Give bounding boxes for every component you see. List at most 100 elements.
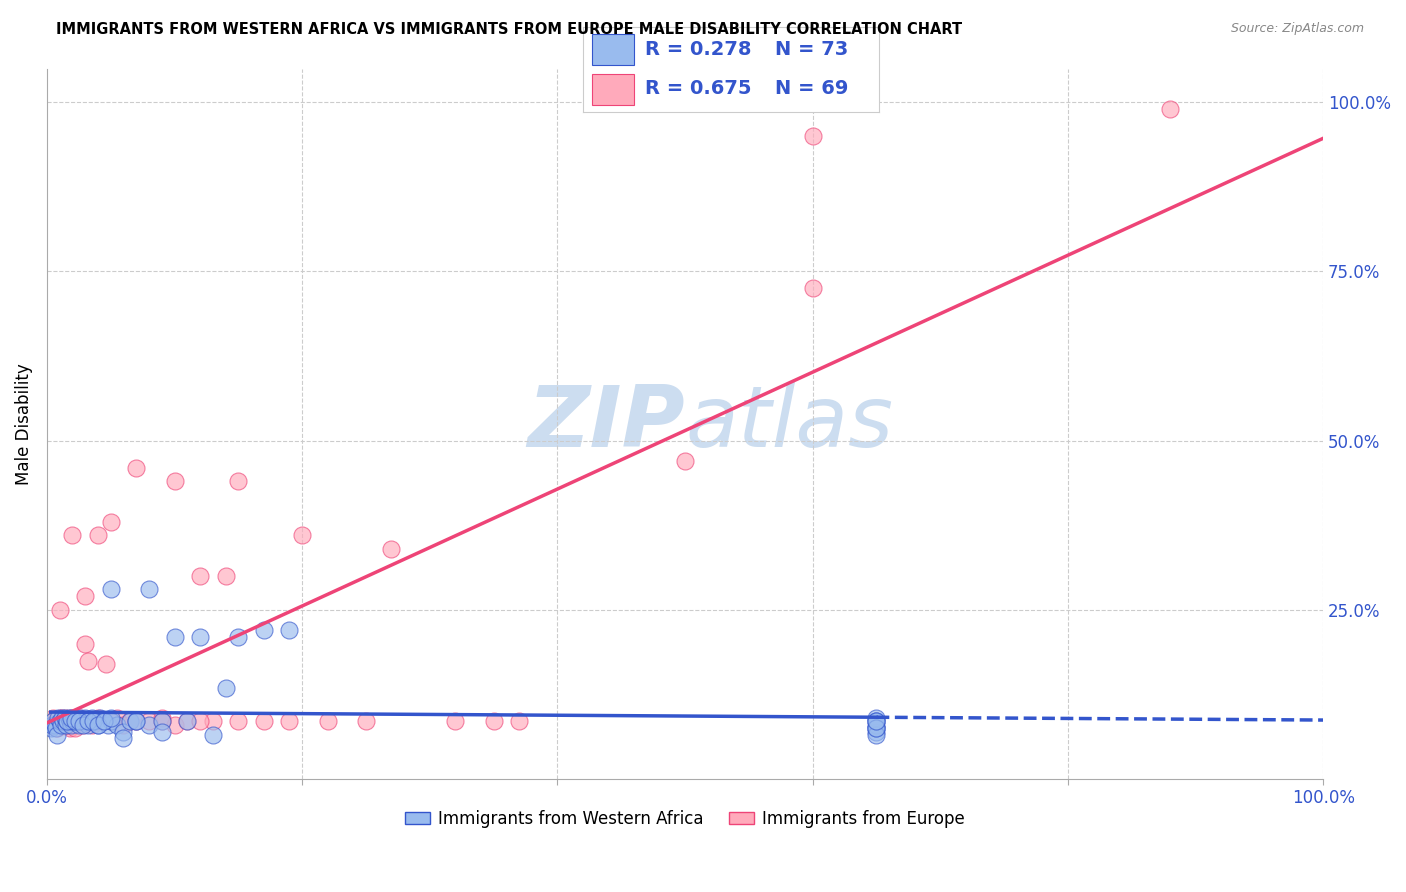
Point <box>138 714 160 729</box>
Point <box>39 721 62 735</box>
Point <box>76 714 98 729</box>
Point <box>150 714 173 729</box>
Point <box>48 603 70 617</box>
Point <box>176 714 198 729</box>
Text: IMMIGRANTS FROM WESTERN AFRICA VS IMMIGRANTS FROM EUROPE MALE DISABILITY CORRELA: IMMIGRANTS FROM WESTERN AFRICA VS IMMIGR… <box>56 22 962 37</box>
Point <box>41 718 63 732</box>
Point <box>138 582 160 597</box>
Point <box>214 569 236 583</box>
Point <box>55 711 77 725</box>
Text: N = 69: N = 69 <box>776 79 849 98</box>
Point <box>39 718 62 732</box>
Point <box>118 714 141 729</box>
Point <box>105 718 128 732</box>
Point <box>214 681 236 695</box>
Point <box>865 724 887 739</box>
Point <box>44 718 66 732</box>
Point <box>100 515 122 529</box>
FancyBboxPatch shape <box>592 74 634 104</box>
Point <box>48 711 70 725</box>
Point <box>87 718 110 732</box>
Point <box>62 714 84 729</box>
Legend: Immigrants from Western Africa, Immigrants from Europe: Immigrants from Western Africa, Immigran… <box>398 803 972 835</box>
Text: Source: ZipAtlas.com: Source: ZipAtlas.com <box>1230 22 1364 36</box>
Point <box>865 711 887 725</box>
Point <box>58 711 80 725</box>
Point <box>865 721 887 735</box>
Point <box>67 714 90 729</box>
Point <box>316 714 339 729</box>
Point <box>55 718 77 732</box>
Point <box>56 714 79 729</box>
Point <box>69 711 91 725</box>
Point <box>801 281 824 295</box>
Point <box>125 714 148 729</box>
Point <box>62 718 84 732</box>
Point <box>90 714 112 729</box>
Text: R = 0.675: R = 0.675 <box>645 79 752 98</box>
Point <box>75 589 97 603</box>
Point <box>45 721 67 735</box>
Point <box>48 711 70 725</box>
Point <box>60 718 83 732</box>
Point <box>188 630 211 644</box>
Point <box>48 714 70 729</box>
Point <box>228 714 250 729</box>
Point <box>84 714 107 729</box>
Y-axis label: Male Disability: Male Disability <box>15 363 32 484</box>
Point <box>72 718 94 732</box>
FancyBboxPatch shape <box>592 35 634 65</box>
Point <box>48 714 70 729</box>
Point <box>865 714 887 729</box>
Point <box>865 714 887 729</box>
Point <box>65 711 87 725</box>
Point <box>278 623 301 637</box>
Point <box>46 721 69 735</box>
Point <box>150 724 173 739</box>
Point <box>89 711 111 725</box>
Point <box>72 714 94 729</box>
Point <box>1159 102 1181 116</box>
Point <box>76 653 98 667</box>
Point <box>112 718 135 732</box>
Point <box>801 129 824 144</box>
Point <box>100 582 122 597</box>
Point <box>444 714 467 729</box>
Point <box>176 714 198 729</box>
Text: ZIP: ZIP <box>527 382 685 466</box>
Point <box>278 714 301 729</box>
Point <box>80 718 103 732</box>
Point <box>62 714 84 729</box>
Point <box>63 714 86 729</box>
Point <box>75 711 97 725</box>
Point <box>84 714 107 729</box>
Point <box>291 528 314 542</box>
Point <box>55 718 77 732</box>
Point <box>93 714 115 729</box>
Point <box>100 711 122 725</box>
Point <box>77 714 100 729</box>
Point <box>60 711 83 725</box>
Point <box>163 718 186 732</box>
Point <box>138 718 160 732</box>
Point <box>67 718 90 732</box>
Point <box>253 714 276 729</box>
Point <box>80 711 103 725</box>
Point <box>56 718 79 732</box>
Point <box>46 728 69 742</box>
Point <box>60 711 83 725</box>
Point <box>228 630 250 644</box>
Text: atlas: atlas <box>685 382 893 466</box>
Point <box>42 711 65 725</box>
Point <box>112 724 135 739</box>
Point <box>59 721 82 735</box>
Point <box>63 721 86 735</box>
Point <box>150 714 173 729</box>
Point <box>150 711 173 725</box>
Point <box>94 657 117 671</box>
Point <box>49 718 72 732</box>
Point <box>76 718 98 732</box>
Point <box>188 714 211 729</box>
Point <box>100 714 122 729</box>
Point <box>62 528 84 542</box>
